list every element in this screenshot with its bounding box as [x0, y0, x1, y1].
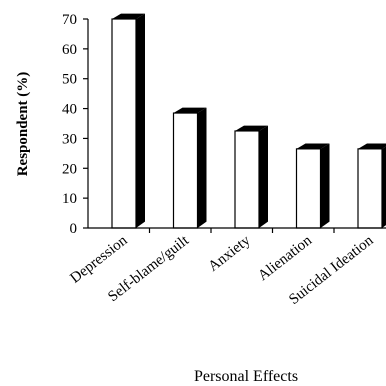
bar-top [235, 125, 268, 131]
y-tick-label: 0 [70, 221, 78, 237]
bar-side [382, 146, 386, 228]
bar [111, 13, 145, 229]
bar [295, 143, 330, 229]
y-tick-label: 10 [62, 191, 77, 207]
bar [357, 143, 386, 229]
bar-face [172, 112, 199, 229]
bar-face [234, 130, 260, 229]
y-tick-label: 30 [62, 131, 77, 147]
bar-face [357, 148, 383, 229]
bar-top [358, 143, 386, 149]
y-tick-label: 40 [62, 102, 77, 118]
bar [172, 107, 207, 229]
category-label: Depression [67, 232, 130, 286]
bar-top [296, 143, 330, 149]
bar-side [197, 107, 207, 228]
y-tick-label: 70 [62, 12, 77, 28]
y-axis: 0 10 20 30 40 50 60 70 [62, 12, 89, 237]
bar-side [259, 125, 268, 228]
bar-top [173, 107, 207, 114]
bar-side [320, 143, 330, 228]
bar [234, 125, 268, 229]
bar-face [295, 148, 322, 229]
y-tick-label: 60 [62, 42, 77, 58]
bar-top [112, 13, 145, 19]
x-axis-title: Personal Effects [194, 368, 298, 385]
y-tick-label: 50 [62, 72, 77, 88]
bar-side [136, 13, 145, 228]
bars [111, 13, 386, 229]
bar-face [111, 18, 137, 229]
category-label: Anxiety [206, 232, 254, 275]
category-label: Alienation [255, 232, 315, 284]
y-tick-label: 20 [62, 161, 77, 177]
y-axis-title: Respondent (%) [15, 72, 31, 177]
